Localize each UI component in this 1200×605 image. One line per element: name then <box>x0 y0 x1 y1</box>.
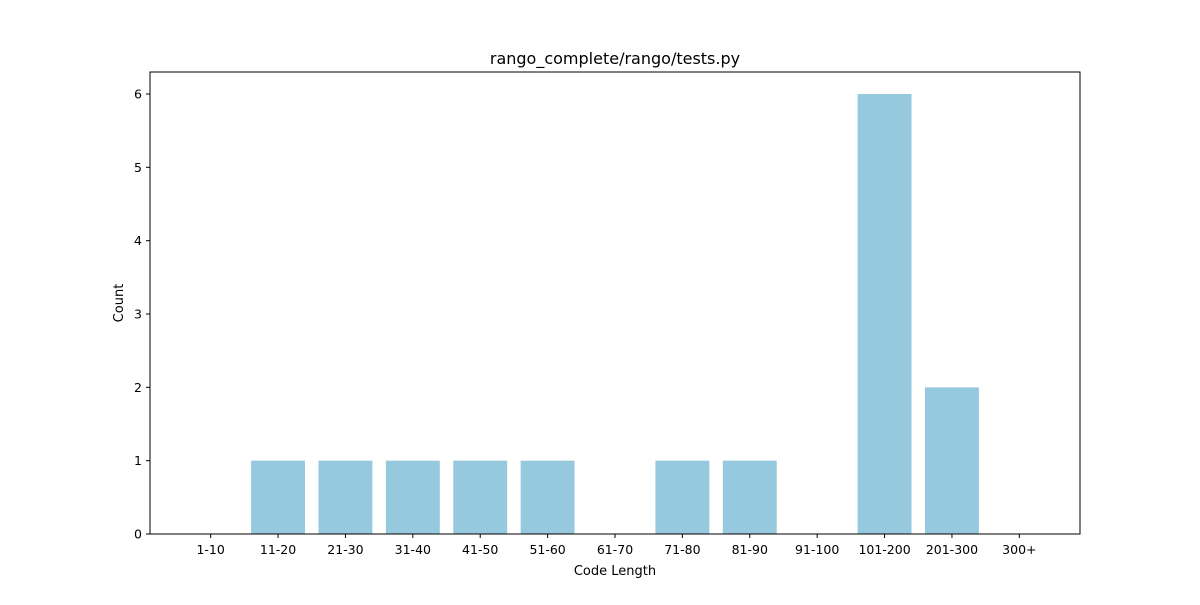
y-axis-label: Count <box>112 284 127 323</box>
x-axis-label: Code Length <box>574 564 656 579</box>
bars-group <box>251 94 979 534</box>
x-tick-label: 31-40 <box>395 542 431 557</box>
x-tick-label: 201-300 <box>926 542 978 557</box>
x-tick-label: 71-80 <box>664 542 700 557</box>
y-tick-label: 0 <box>134 527 142 542</box>
bar-71-80 <box>655 460 710 534</box>
x-tick-label: 101-200 <box>858 542 910 557</box>
bar-21-30 <box>318 460 373 534</box>
y-axis-ticks: 0 1 2 3 4 5 6 <box>134 87 150 542</box>
bar-201-300 <box>925 387 979 534</box>
x-tick-label: 41-50 <box>462 542 498 557</box>
y-tick-label: 3 <box>134 307 142 322</box>
bar-81-90 <box>722 460 777 534</box>
x-tick-label: 81-90 <box>732 542 768 557</box>
x-tick-label: 300+ <box>1002 542 1036 557</box>
y-tick-label: 2 <box>134 380 142 395</box>
y-tick-label: 6 <box>134 87 142 102</box>
x-tick-label: 51-60 <box>529 542 565 557</box>
y-tick-label: 4 <box>134 233 142 248</box>
x-axis-ticks: 1-10 11-20 21-30 31-40 41-50 51-60 61-70 71-80 8… <box>196 534 1037 557</box>
x-tick-label: 11-20 <box>260 542 296 557</box>
bar-31-40 <box>385 460 440 534</box>
x-tick-label: 21-30 <box>327 542 363 557</box>
bar-41-50 <box>453 460 508 534</box>
x-tick-label: 91-100 <box>795 542 839 557</box>
x-tick-label: 61-70 <box>597 542 633 557</box>
bar-101-200 <box>857 94 912 534</box>
chart-title: rango_complete/rango/tests.py <box>490 49 740 69</box>
x-tick-label: 1-10 <box>196 542 224 557</box>
y-tick-label: 5 <box>134 160 142 175</box>
y-tick-label: 1 <box>134 453 142 468</box>
bar-51-60 <box>520 460 575 534</box>
bar-11-20 <box>251 460 305 534</box>
